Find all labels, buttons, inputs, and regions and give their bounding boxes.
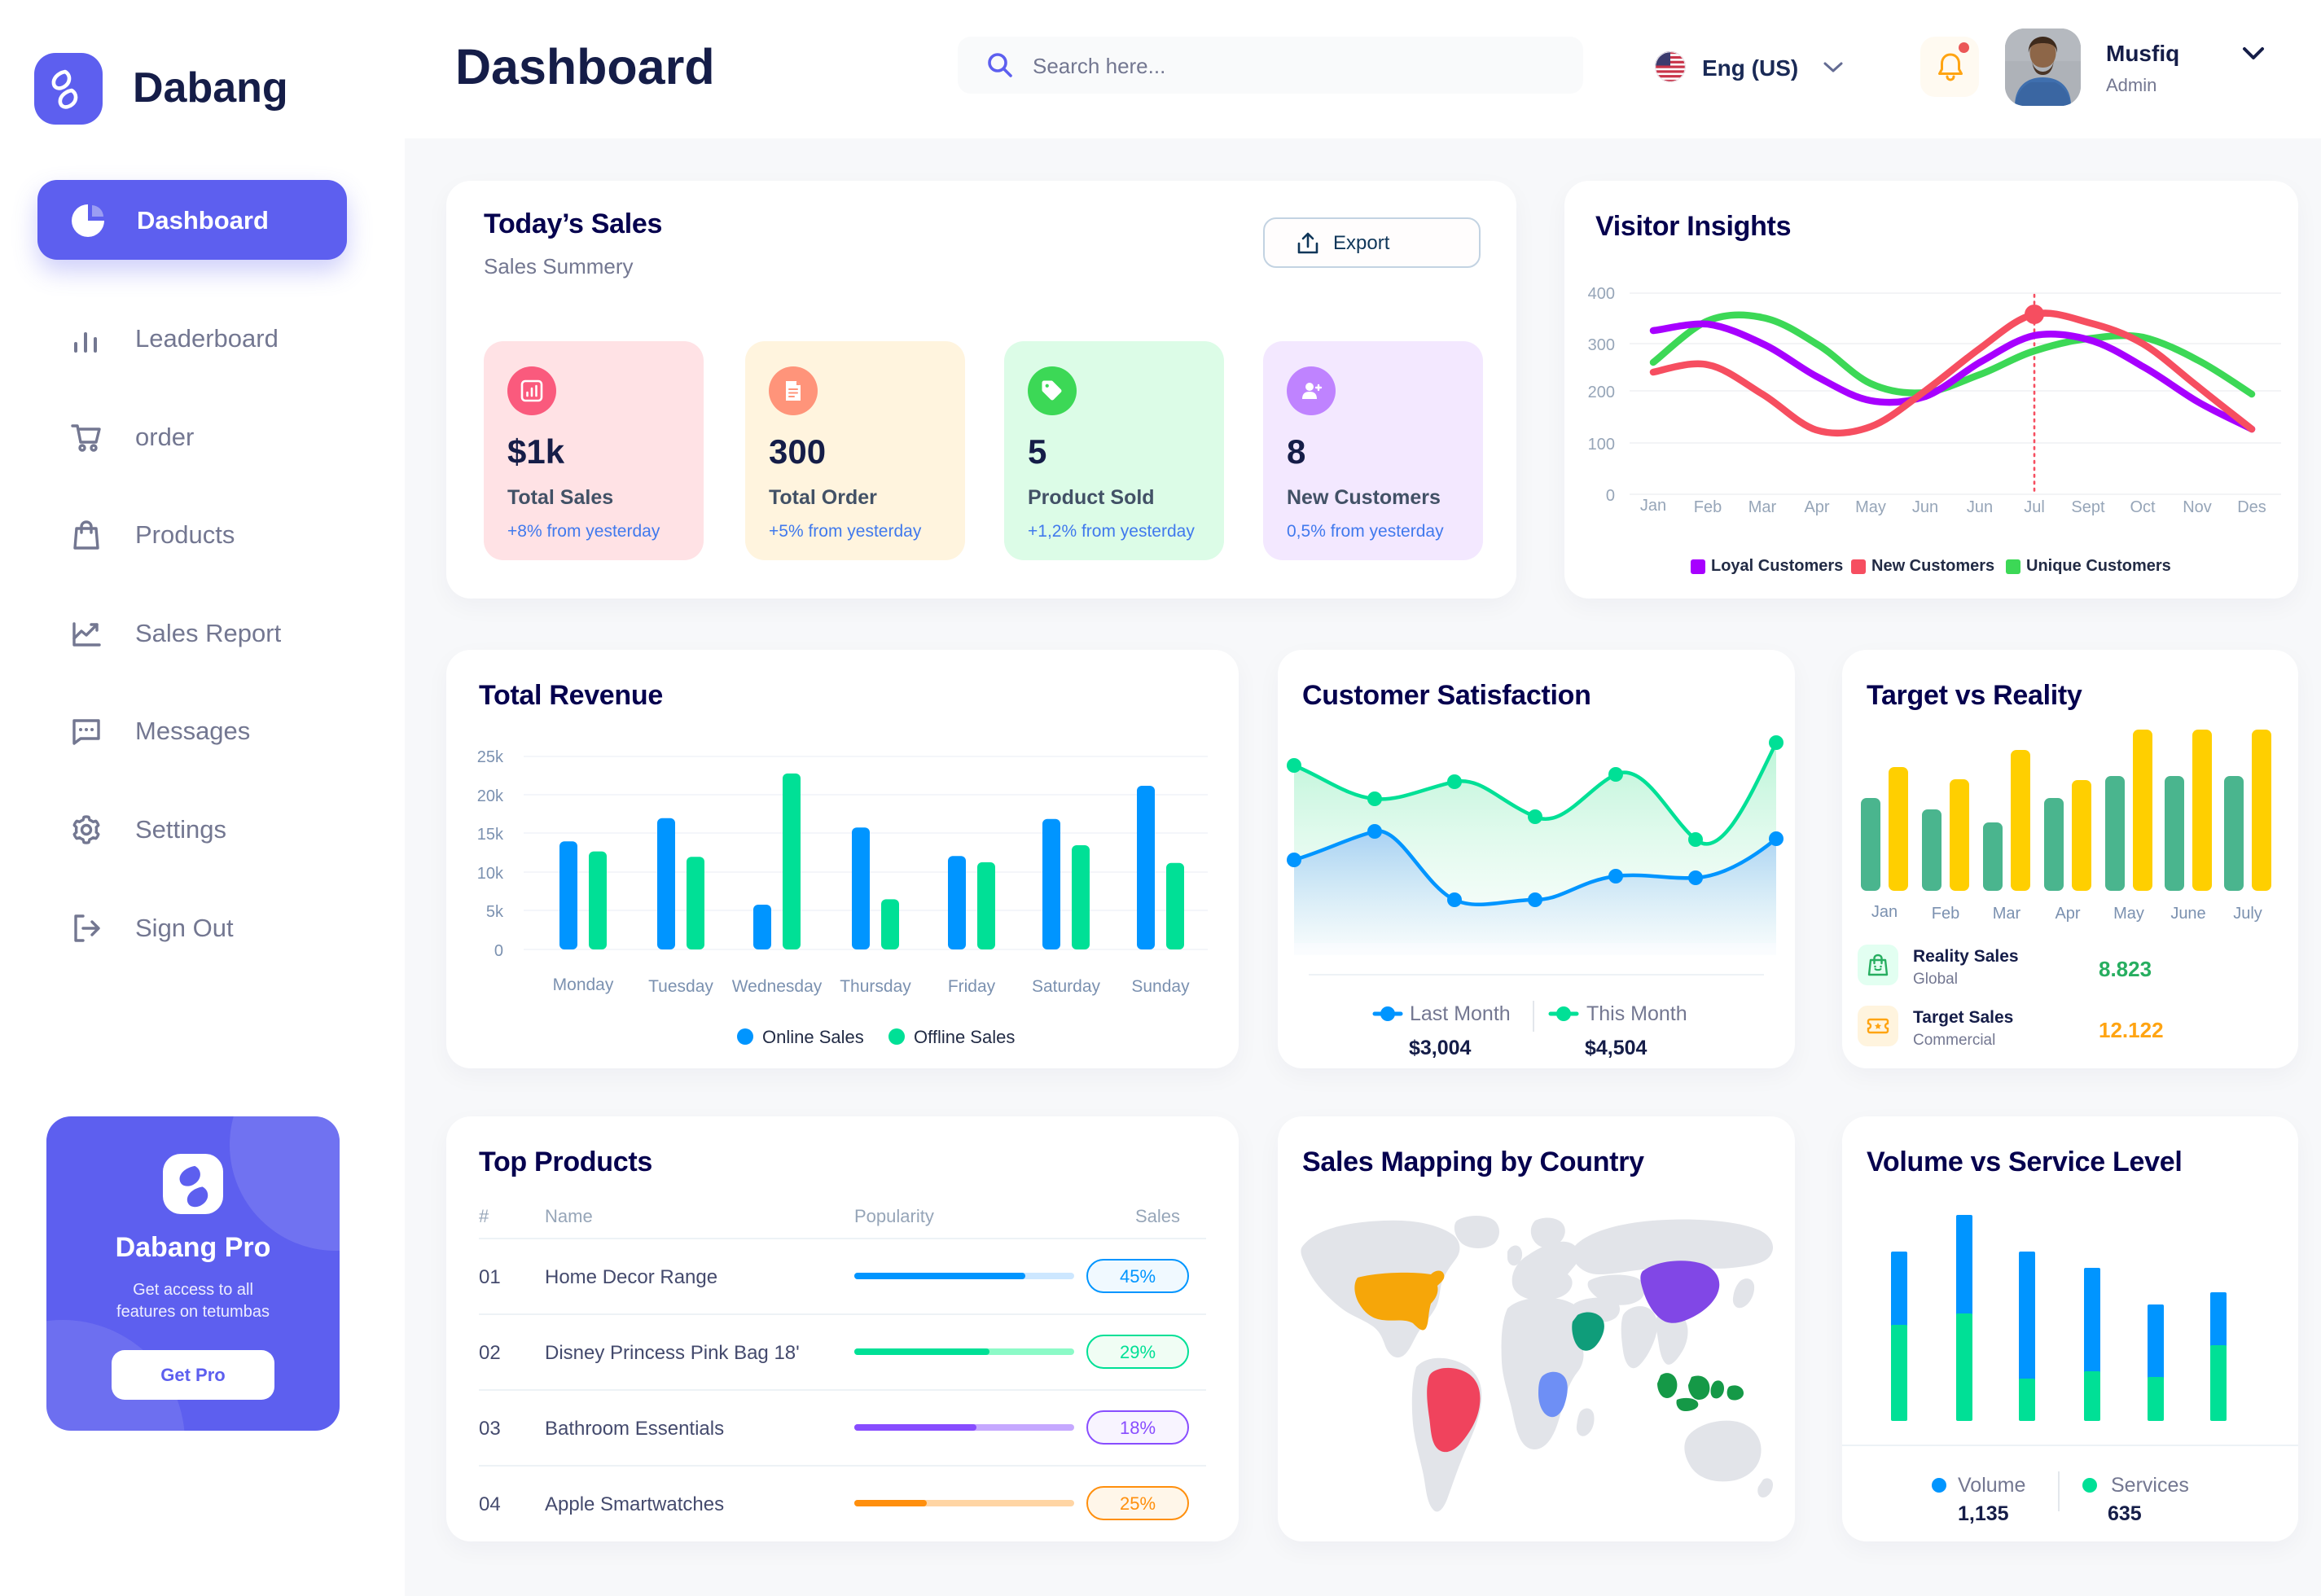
svg-text:0: 0 bbox=[494, 942, 503, 960]
svg-text:Wednesday: Wednesday bbox=[732, 977, 823, 996]
svg-text:Jun: Jun bbox=[1912, 498, 1938, 516]
svg-text:Feb: Feb bbox=[1694, 498, 1722, 516]
svg-text:$4,504: $4,504 bbox=[1585, 1037, 1648, 1059]
svg-text:Oct: Oct bbox=[2130, 498, 2156, 516]
svg-text:Friday: Friday bbox=[948, 977, 996, 996]
svg-text:Mar: Mar bbox=[1748, 498, 1777, 516]
svg-text:This Month: This Month bbox=[1586, 1002, 1687, 1025]
svg-text:5k: 5k bbox=[486, 903, 504, 921]
svg-text:Volume: Volume bbox=[1958, 1474, 2025, 1497]
svg-text:Offline Sales: Offline Sales bbox=[914, 1027, 1015, 1047]
svg-text:Des: Des bbox=[2237, 498, 2266, 516]
svg-text:Online Sales: Online Sales bbox=[762, 1027, 864, 1047]
svg-text:Mar: Mar bbox=[1993, 905, 2021, 923]
svg-text:Last Month: Last Month bbox=[1410, 1002, 1511, 1025]
svg-text:Services: Services bbox=[2111, 1474, 2189, 1497]
svg-text:Apr: Apr bbox=[2055, 905, 2080, 923]
svg-text:15k: 15k bbox=[477, 826, 504, 844]
svg-text:20k: 20k bbox=[477, 787, 504, 805]
svg-text:Jan: Jan bbox=[1871, 903, 1898, 921]
svg-text:May: May bbox=[2113, 905, 2144, 923]
svg-text:June: June bbox=[2170, 905, 2205, 923]
svg-text:25k: 25k bbox=[477, 748, 504, 766]
svg-text:400: 400 bbox=[1588, 285, 1615, 303]
svg-text:Monday: Monday bbox=[553, 976, 614, 994]
svg-text:Tuesday: Tuesday bbox=[648, 977, 713, 996]
svg-text:Jun: Jun bbox=[1967, 498, 1993, 516]
svg-text:Apr: Apr bbox=[1804, 498, 1829, 516]
svg-text:July: July bbox=[2233, 905, 2262, 923]
svg-text:Jul: Jul bbox=[2024, 498, 2045, 516]
svg-text:Saturday: Saturday bbox=[1032, 977, 1101, 996]
svg-text:0: 0 bbox=[1606, 487, 1615, 505]
svg-text:Feb: Feb bbox=[1932, 905, 1959, 923]
svg-text:Jan: Jan bbox=[1640, 497, 1666, 515]
svg-text:Thursday: Thursday bbox=[840, 977, 911, 996]
svg-text:200: 200 bbox=[1588, 384, 1615, 401]
svg-text:May: May bbox=[1855, 498, 1886, 516]
svg-text:Sunday: Sunday bbox=[1131, 977, 1190, 996]
svg-text:Sept: Sept bbox=[2071, 498, 2105, 516]
svg-text:10k: 10k bbox=[477, 865, 504, 883]
svg-text:$3,004: $3,004 bbox=[1409, 1037, 1472, 1059]
svg-text:100: 100 bbox=[1588, 436, 1615, 454]
svg-text:Nov: Nov bbox=[2183, 498, 2212, 516]
svg-text:635: 635 bbox=[2108, 1502, 2142, 1525]
svg-text:1,135: 1,135 bbox=[1958, 1502, 2009, 1525]
svg-text:300: 300 bbox=[1588, 336, 1615, 354]
